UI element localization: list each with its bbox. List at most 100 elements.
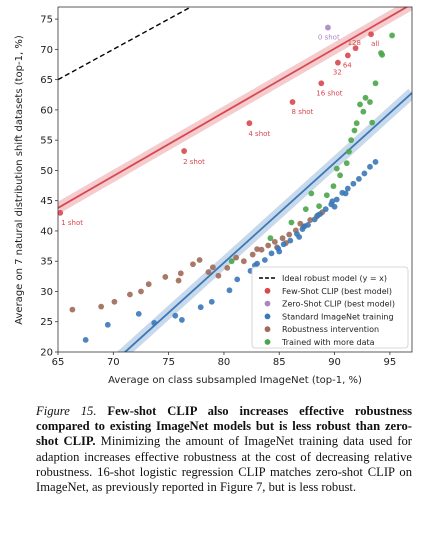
legend-robustness-swatch xyxy=(264,326,271,333)
robustness-point xyxy=(297,220,304,227)
robustness-point xyxy=(69,306,76,313)
few-shot-point-label: 64 xyxy=(343,61,352,69)
more-data-point xyxy=(389,32,395,39)
legend-robustness-label: Robustness intervention xyxy=(282,325,379,334)
x-tick-label: 65 xyxy=(52,357,65,368)
x-axis-ticks: 65 70 75 80 85 90 95 xyxy=(52,352,397,368)
standard-point xyxy=(276,248,283,255)
standard-point xyxy=(315,212,321,219)
more-data-point xyxy=(330,183,337,190)
legend-zero_shot-label: Zero-Shot CLIP (best model) xyxy=(282,300,395,309)
standard-point xyxy=(151,320,158,326)
standard-fit-line xyxy=(123,92,412,352)
few-shot-point-label: 4 shot xyxy=(248,130,270,138)
standard-point xyxy=(333,196,340,203)
robustness-point xyxy=(205,269,212,276)
robustness-point xyxy=(279,235,286,242)
standard-point xyxy=(361,170,368,177)
robustness-point xyxy=(233,254,240,261)
y-axis-label: Average on 7 natural distribution shift … xyxy=(14,35,25,325)
standard-point xyxy=(287,237,294,244)
plot-frame xyxy=(57,6,413,353)
more-data-point xyxy=(360,108,367,115)
x-tick-label: 70 xyxy=(107,357,120,368)
robustness-point xyxy=(190,261,196,268)
few-shot-point-label: 16 shot xyxy=(316,89,342,97)
more-data-point xyxy=(343,160,350,167)
x-tick-label: 90 xyxy=(328,357,341,368)
few-shot-point xyxy=(344,52,351,59)
y-tick-label: 65 xyxy=(40,75,53,86)
y-tick-label: 60 xyxy=(40,105,53,116)
robustness-point xyxy=(271,238,278,245)
caption-body-text: Minimizing the amount of ImageNet traini… xyxy=(36,434,413,495)
more-data-point xyxy=(346,148,352,155)
robustness-point xyxy=(215,272,222,279)
standard-point xyxy=(226,287,233,294)
more-data-point xyxy=(351,127,358,134)
caption-figure-label: Figure 15. xyxy=(36,404,97,418)
more-data-point xyxy=(302,206,309,213)
standard-point xyxy=(372,159,379,165)
y-tick-label: 50 xyxy=(40,166,53,177)
standard-point xyxy=(367,163,373,170)
figure-caption: Figure 15. Few-shot CLIP also increases … xyxy=(36,404,412,495)
standard-point xyxy=(331,203,338,210)
few-shot-point-label: 128 xyxy=(348,39,361,47)
y-tick-label: 75 xyxy=(40,15,53,26)
few-shot-point xyxy=(352,45,359,52)
few-shot-point-label: 2 shot xyxy=(183,158,205,166)
standard-point xyxy=(82,336,89,343)
more-data-point xyxy=(353,120,360,127)
robustness-point xyxy=(138,288,144,295)
robustness-point xyxy=(175,277,182,284)
fit-lines xyxy=(58,7,412,352)
robustness-point xyxy=(177,270,184,277)
zero-shot-point xyxy=(325,24,331,31)
robustness-point xyxy=(196,257,203,263)
more-data-point xyxy=(337,172,343,179)
legend-zero_shot-swatch xyxy=(264,300,271,307)
y-tick-label: 25 xyxy=(40,317,53,328)
more-data-point xyxy=(369,119,376,126)
robustness-point xyxy=(127,291,133,298)
more-data-point xyxy=(316,203,322,210)
standard-point xyxy=(135,310,142,317)
standard-point xyxy=(234,276,241,283)
more-data-point xyxy=(228,258,235,265)
ideal-line-group xyxy=(58,7,192,81)
x-tick-label: 80 xyxy=(218,357,231,368)
few-shot-point xyxy=(289,99,296,105)
robustness-point xyxy=(286,231,293,238)
legend-more_data-swatch xyxy=(264,339,271,345)
robustness-point xyxy=(254,246,261,253)
scatter-chart: 1 shot 2 shot 4 shot 8 shot 16 shot 32 64 128 al… xyxy=(14,6,413,386)
few-shot-point xyxy=(246,120,253,127)
x-axis-label: Average on class subsampled ImageNet (to… xyxy=(108,375,362,386)
more-data-point xyxy=(348,137,355,144)
robustness-point xyxy=(307,217,314,223)
y-tick-label: 35 xyxy=(40,257,53,268)
x-tick-label: 75 xyxy=(162,357,175,368)
legend-standard-label: Standard ImageNet training xyxy=(282,312,394,321)
standard-point xyxy=(322,206,329,213)
few-shot-point xyxy=(318,80,325,87)
few-shot-point xyxy=(181,148,188,154)
more-data-point xyxy=(308,190,315,197)
legend-box xyxy=(251,266,409,349)
standard-point xyxy=(342,190,349,197)
caption-bold-text: Few-shot CLIP also increases effective r… xyxy=(36,404,412,449)
standard-point xyxy=(261,257,268,263)
standard-point xyxy=(197,304,204,311)
y-tick-label: 40 xyxy=(40,226,53,237)
x-tick-label: 95 xyxy=(384,357,397,368)
standard-point xyxy=(268,250,275,257)
standard-point xyxy=(356,175,362,182)
standard-point xyxy=(350,180,357,187)
few-shot-point-label: 1 shot xyxy=(61,219,83,227)
robustness-point xyxy=(98,303,105,310)
legend-few_shot-swatch xyxy=(264,287,271,294)
standard-point xyxy=(344,185,351,192)
